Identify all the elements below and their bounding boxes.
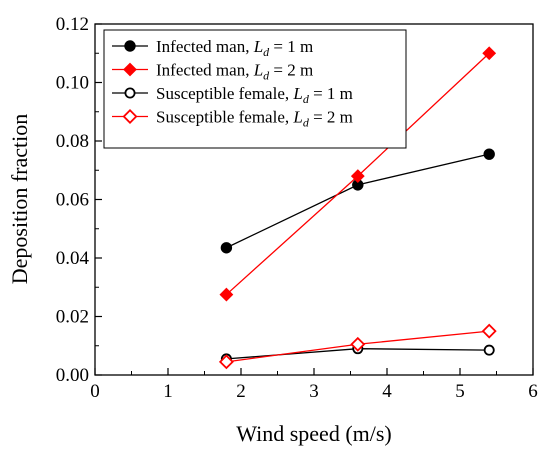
legend-label-prefix: Infected man,: [156, 37, 254, 56]
legend-item: Infected man, Ld = 2 m: [112, 61, 313, 83]
legend-box: [103, 29, 407, 149]
legend-marker: [123, 62, 137, 77]
legend-marker: [124, 40, 136, 52]
x-tick-label: 5: [455, 381, 465, 402]
data-point: [481, 323, 497, 339]
legend-label-prefix: Susceptible female,: [156, 108, 293, 127]
series-4: [218, 323, 497, 370]
y-axis-label: Deposition fraction: [7, 114, 32, 284]
legend-marker: [122, 109, 138, 124]
legend-label-prefix: Infected man,: [156, 61, 254, 80]
y-tick-label: 0.10: [56, 73, 89, 94]
legend-item: Susceptible female, Ld = 2 m: [112, 108, 353, 130]
legend-label-var: L: [253, 61, 263, 80]
x-tick-label: 0: [90, 381, 100, 402]
series-line: [226, 153, 490, 249]
legend-item: Susceptible female, Ld = 1 m: [112, 84, 353, 106]
legend-label-prefix: Susceptible female,: [156, 84, 293, 103]
data-point: [350, 336, 366, 352]
legend-label-var: L: [292, 84, 302, 103]
legend-label-suffix: = 1 m: [309, 84, 353, 103]
legend-label: Infected man, Ld = 2 m: [156, 61, 313, 83]
y-tick-label: 0.02: [56, 307, 89, 328]
data-point: [220, 242, 233, 254]
series-1: [220, 148, 495, 254]
data-point: [219, 287, 234, 302]
x-axis-label: Wind speed (m/s): [236, 421, 392, 446]
legend-label-var: L: [292, 108, 302, 127]
y-tick-label: 0.06: [56, 190, 89, 211]
legend-label: Susceptible female, Ld = 2 m: [156, 108, 353, 130]
data-point: [218, 354, 234, 370]
y-tick-label: 0.00: [56, 365, 89, 386]
y-tick-label: 0.08: [56, 131, 89, 152]
legend-label-sub: d: [263, 69, 270, 83]
data-point: [483, 148, 495, 160]
series-layer: [218, 46, 497, 370]
data-point: [350, 169, 365, 184]
legend-label-var: L: [253, 37, 263, 56]
data-point: [482, 46, 497, 61]
legend-label-sub: d: [303, 92, 310, 106]
legend-marker: [124, 87, 136, 99]
axis-ticks: 0 1 2 3 4 5 6 0.00 0.02 0.04 0.06 0.08 0.10 0.12: [56, 14, 538, 402]
legend-label: Susceptible female, Ld = 1 m: [156, 84, 353, 106]
legend-label-sub: d: [303, 116, 310, 130]
x-tick-label: 4: [382, 381, 392, 402]
legend-label-sub: d: [263, 45, 270, 59]
x-tick-label: 2: [236, 381, 246, 402]
legend-label-suffix: = 2 m: [269, 61, 313, 80]
legend-label-suffix: = 2 m: [309, 108, 353, 127]
legend-label: Infected man, Ld = 1 m: [156, 37, 313, 59]
y-tick-label: 0.04: [56, 248, 90, 269]
x-tick-label: 1: [163, 381, 173, 402]
data-point: [483, 344, 495, 356]
series-2: [219, 46, 497, 302]
y-tick-label: 0.12: [56, 14, 89, 35]
legend-label-suffix: = 1 m: [269, 37, 313, 56]
legend-item: Infected man, Ld = 1 m: [112, 37, 313, 59]
x-tick-label: 3: [309, 381, 319, 402]
x-tick-label: 6: [528, 381, 538, 402]
